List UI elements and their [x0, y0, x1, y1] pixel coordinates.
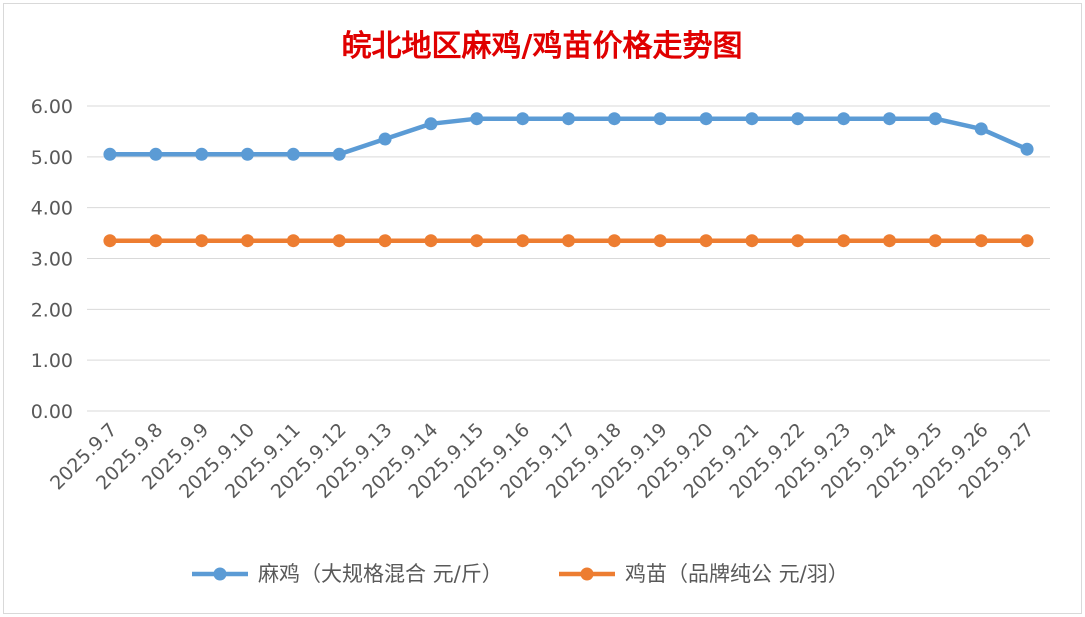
data-point [928, 112, 942, 126]
data-point [745, 234, 759, 248]
data-point [103, 234, 117, 248]
data-point [653, 112, 667, 126]
y-tick-label: 5.00 [31, 147, 73, 169]
data-point [699, 234, 713, 248]
data-point [378, 234, 392, 248]
data-point [562, 112, 575, 126]
line-chart: 皖北地区麻鸡/鸡苗价格走势图 0.00 1.00 2.00 3.00 4.00 5.00 6… [31, 29, 1050, 586]
data-point [607, 112, 621, 126]
legend-label: 鸡苗（品牌纯公 元/羽） [625, 562, 849, 586]
data-point [378, 132, 392, 146]
legend-label: 麻鸡（大规格混合 元/斤） [258, 562, 503, 586]
legend-swatch-marker [580, 567, 594, 581]
series-1 [103, 112, 1034, 161]
data-point [103, 147, 117, 161]
series-layer [103, 112, 1034, 248]
data-point [332, 147, 346, 161]
data-point [653, 234, 667, 248]
data-point [1020, 234, 1034, 248]
data-point [928, 234, 942, 248]
legend-item: 麻鸡（大规格混合 元/斤） [192, 562, 503, 586]
data-point [607, 234, 621, 248]
data-point [424, 234, 438, 248]
data-point [195, 234, 209, 248]
data-point [332, 234, 346, 248]
x-axis-ticks: 2025.9.72025.9.82025.9.92025.9.102025.9.… [46, 419, 1039, 503]
y-tick-label: 3.00 [31, 249, 73, 271]
data-point [699, 112, 713, 126]
y-tick-label: 6.00 [31, 96, 73, 118]
data-point [745, 112, 759, 126]
data-point [195, 147, 209, 161]
data-point [149, 147, 163, 161]
legend-item: 鸡苗（品牌纯公 元/羽） [559, 562, 849, 586]
data-point [424, 117, 438, 131]
chart-frame: 皖北地区麻鸡/鸡苗价格走势图 0.00 1.00 2.00 3.00 4.00 5.00 6… [3, 3, 1082, 614]
legend: 麻鸡（大规格混合 元/斤） 鸡苗（品牌纯公 元/羽） [192, 562, 849, 586]
gridlines [87, 105, 1050, 412]
y-tick-label: 2.00 [31, 299, 73, 321]
data-point [1020, 142, 1034, 156]
y-tick-label: 1.00 [31, 350, 73, 372]
y-tick-label: 4.00 [31, 198, 73, 220]
data-point [837, 112, 851, 126]
data-point [516, 112, 530, 126]
data-point [883, 234, 896, 248]
y-tick-label: 0.00 [31, 401, 73, 423]
data-point [286, 234, 300, 248]
data-point [286, 147, 300, 161]
data-point [516, 234, 530, 248]
data-point [883, 112, 896, 126]
data-point [791, 234, 805, 248]
data-point [562, 234, 575, 248]
legend-swatch-marker [213, 567, 227, 581]
series-2 [103, 234, 1034, 248]
data-point [837, 234, 851, 248]
chart-title: 皖北地区麻鸡/鸡苗价格走势图 [342, 29, 743, 64]
data-point [241, 234, 254, 248]
data-point [470, 234, 484, 248]
data-point [241, 147, 254, 161]
data-point [470, 112, 484, 126]
data-point [974, 234, 988, 248]
data-point [974, 122, 988, 136]
y-axis-ticks: 0.00 1.00 2.00 3.00 4.00 5.00 6.00 [31, 96, 73, 423]
data-point [791, 112, 805, 126]
data-point [149, 234, 163, 248]
